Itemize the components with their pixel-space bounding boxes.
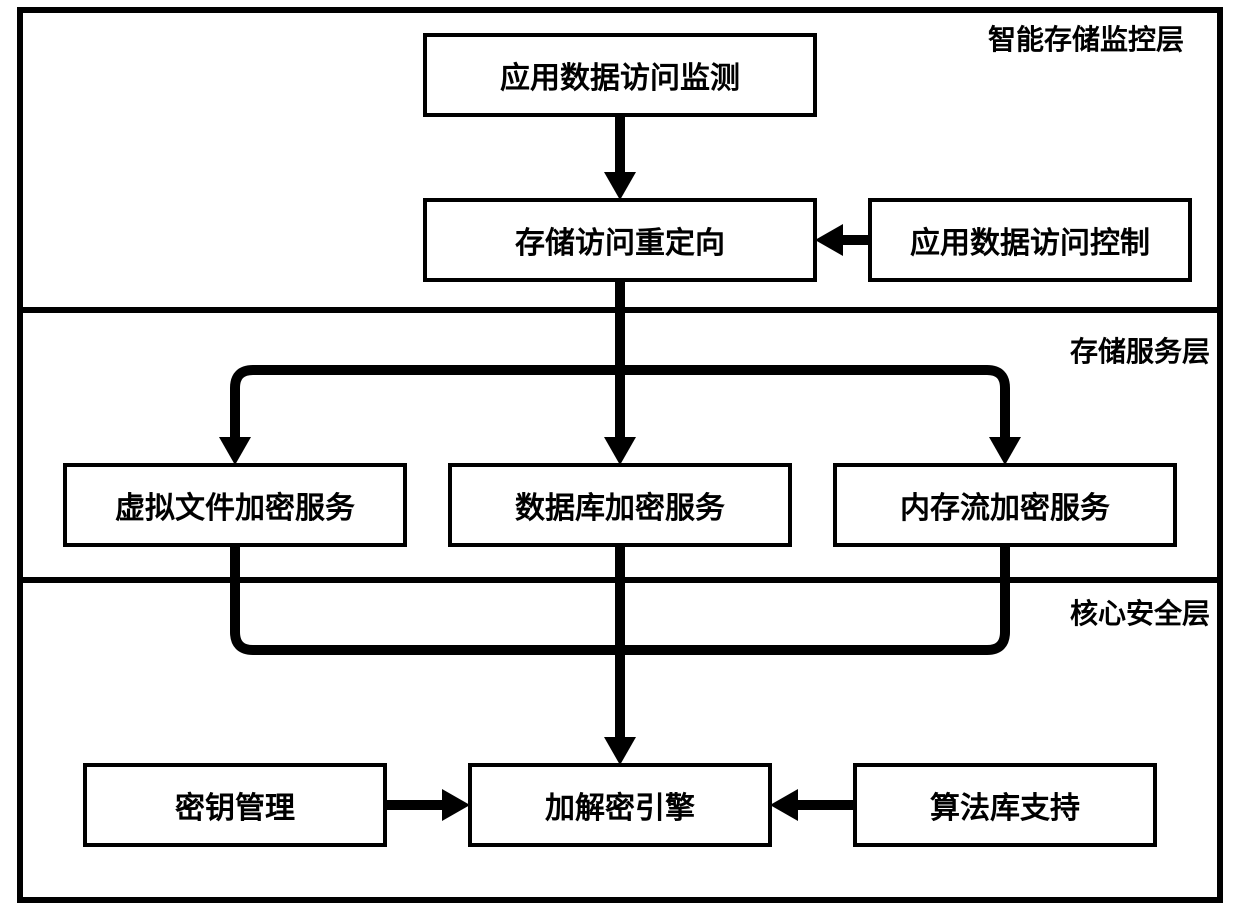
box-app_monitor: 应用数据访问监测: [425, 35, 815, 115]
box-crypto_engine: 加解密引擎: [470, 765, 770, 845]
box-algo_support: 算法库支持: [855, 765, 1155, 845]
diagram-stage: 智能存储监控层存储服务层核心安全层 应用数据访问监测存储访问重定向应用数据访问控制…: [0, 0, 1240, 920]
box-redirect: 存储访问重定向: [425, 200, 815, 280]
box-key_mgmt: 密钥管理: [85, 765, 385, 845]
layer-title-bottom: 核心安全层: [1070, 592, 1210, 632]
layer-title-top: 智能存储监控层: [988, 18, 1184, 58]
box-mem_enc: 内存流加密服务: [835, 465, 1175, 545]
layer-title-middle: 存储服务层: [1070, 330, 1210, 370]
box-app_control: 应用数据访问控制: [870, 200, 1190, 280]
box-db_enc: 数据库加密服务: [450, 465, 790, 545]
box-vfile_enc: 虚拟文件加密服务: [65, 465, 405, 545]
